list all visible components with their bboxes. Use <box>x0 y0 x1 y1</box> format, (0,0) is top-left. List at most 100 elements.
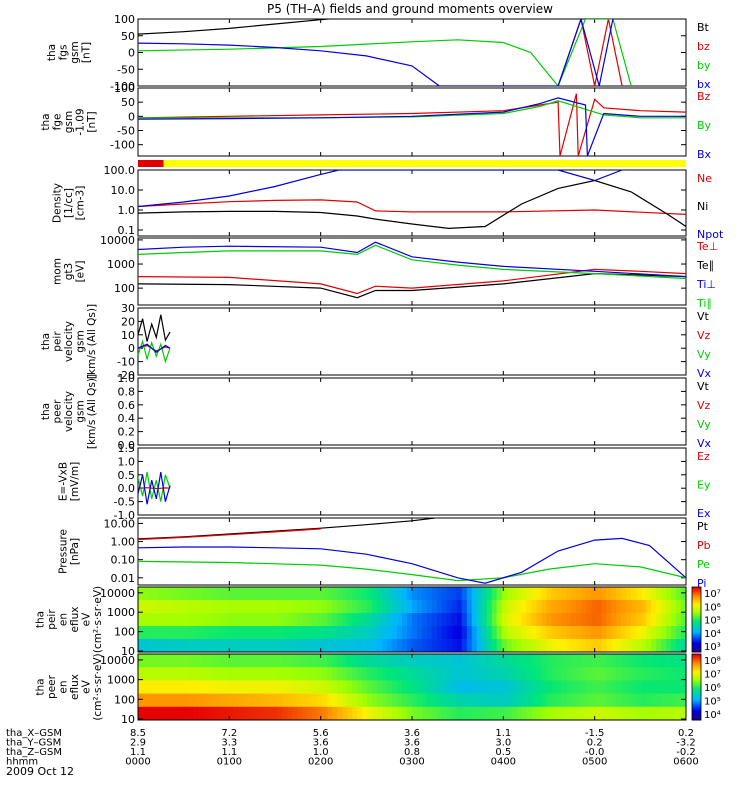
heat-cell <box>232 587 239 601</box>
legend-item: Vt <box>697 310 710 323</box>
heat-cell <box>511 639 518 652</box>
heat-cell <box>441 654 448 668</box>
x-row-value: 0600 <box>673 757 698 768</box>
colorbar-cell <box>692 710 701 713</box>
heat-cell <box>531 680 538 695</box>
heat-cell <box>387 587 393 601</box>
heat-cell <box>312 667 318 681</box>
colorbar-frame <box>691 586 702 653</box>
heat-cell <box>636 680 642 695</box>
heat-cell <box>302 639 308 652</box>
heat-cell <box>312 693 318 708</box>
colorbar-cell <box>692 621 701 624</box>
heat-cell <box>267 626 274 640</box>
heat-cell <box>257 706 264 720</box>
heat-cell <box>676 654 682 668</box>
colorbar-tick-label: 10⁴ <box>704 710 721 721</box>
heat-cell <box>671 600 677 614</box>
colorbar-cell <box>692 643 701 646</box>
colorbar-cell <box>692 718 701 721</box>
heat-cell <box>222 667 229 681</box>
heat-cell <box>357 680 363 695</box>
heat-cell <box>372 706 378 720</box>
heat-cell <box>531 654 538 668</box>
y-tick-label: 10000 <box>100 587 135 600</box>
colorbar-cell <box>692 608 701 611</box>
series-line-Bt <box>138 19 336 35</box>
heat-cell <box>641 613 647 627</box>
heat-cell <box>227 587 234 601</box>
heat-cell <box>471 600 478 614</box>
heat-cell <box>372 613 378 627</box>
heat-cell <box>337 693 343 708</box>
heat-cell <box>586 587 592 601</box>
heat-cell <box>337 639 343 652</box>
y-label-line: [1/cc] <box>63 188 75 218</box>
heat-cell <box>357 667 363 681</box>
heat-cell <box>357 600 363 614</box>
heat-cell <box>252 667 259 681</box>
heat-cell <box>397 680 403 695</box>
heat-cell <box>297 654 303 668</box>
heat-cell <box>387 667 393 681</box>
heat-cell <box>402 600 408 614</box>
heat-cell <box>157 654 164 668</box>
y-label-line: fge <box>52 114 64 131</box>
heat-cell <box>536 680 543 695</box>
colorbar-cell <box>692 677 701 680</box>
heat-cell <box>546 667 553 681</box>
y-label-line: tha <box>40 403 52 420</box>
heat-cell <box>138 626 144 640</box>
heat-cell <box>516 654 523 668</box>
heat-cell <box>382 667 388 681</box>
heat-cell <box>292 613 299 627</box>
heat-cell <box>217 613 224 627</box>
heat-cell <box>237 639 244 652</box>
heat-cell <box>546 706 553 720</box>
heat-cell <box>322 600 328 614</box>
heat-cell <box>142 680 149 695</box>
heat-cell <box>152 613 159 627</box>
heat-cell <box>546 693 553 708</box>
heat-cell <box>162 613 169 627</box>
heat-cell <box>481 693 488 708</box>
heat-cell <box>526 613 533 627</box>
heat-cell <box>636 587 642 601</box>
heat-cell <box>681 680 686 695</box>
heat-cell <box>466 600 473 614</box>
heat-cell <box>307 667 313 681</box>
heat-cell <box>327 587 333 601</box>
heat-cell <box>546 680 553 695</box>
heat-cell <box>162 639 169 652</box>
heat-cell <box>382 613 388 627</box>
heat-cell <box>556 600 563 614</box>
heat-cell <box>531 613 538 627</box>
heat-cell <box>681 613 686 627</box>
y-tick-label: -0.5 <box>114 496 135 509</box>
heat-cell <box>676 639 682 652</box>
heat-cell <box>606 587 612 601</box>
y-label-line: Pressure <box>57 529 69 574</box>
heat-cell <box>217 626 224 640</box>
heat-cell <box>491 587 498 601</box>
heat-cell <box>456 680 463 695</box>
heat-cell <box>197 626 204 640</box>
heat-cell <box>426 667 433 681</box>
heat-cell <box>511 600 518 614</box>
heat-cell <box>192 639 199 652</box>
heat-cell <box>342 613 348 627</box>
heat-cell <box>242 613 249 627</box>
heat-cell <box>237 600 244 614</box>
heat-cell <box>536 693 543 708</box>
colorbar-cell <box>692 673 701 676</box>
legend-item: Pt <box>697 520 709 533</box>
colorbar-cell <box>692 614 701 617</box>
heat-cell <box>466 639 473 652</box>
heat-cell <box>402 693 408 708</box>
heat-cell <box>446 613 453 627</box>
heat-cell <box>302 654 308 668</box>
heat-cell <box>576 626 582 640</box>
y-label-line: (cm²·s·sr·eV) <box>92 653 104 720</box>
heat-cell <box>611 680 617 695</box>
heat-cell <box>237 626 244 640</box>
